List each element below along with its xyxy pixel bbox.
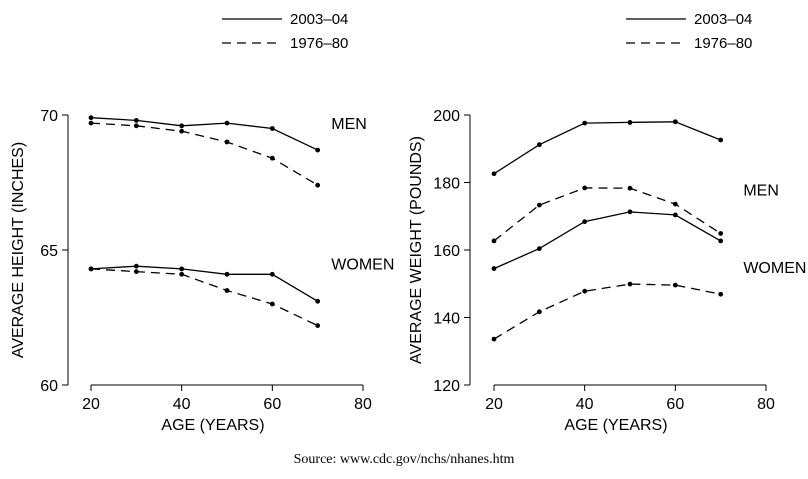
annotation-women: WOMEN bbox=[743, 260, 806, 277]
data-point-men-dashed bbox=[315, 182, 321, 188]
legend-label-dashed: 1976–80 bbox=[694, 35, 752, 52]
data-point-women-solid bbox=[491, 266, 497, 271]
data-point-men-solid bbox=[491, 171, 497, 177]
annotation-women: WOMEN bbox=[331, 257, 394, 274]
data-point-women-dashed bbox=[179, 271, 185, 277]
source-caption: Source: www.cdc.gov/nchs/nhanes.htm bbox=[293, 452, 515, 467]
data-point-women-dashed bbox=[315, 323, 321, 328]
series-line-men-solid bbox=[493, 121, 721, 175]
y-axis-label: AVERAGE WEIGHT (POUNDS) bbox=[408, 136, 425, 364]
data-point-men-solid bbox=[269, 126, 275, 131]
data-point-men-solid bbox=[627, 120, 633, 125]
data-point-men-dashed bbox=[224, 139, 230, 145]
series-line-men-dashed bbox=[493, 187, 722, 242]
y-tick-label: 200 bbox=[433, 108, 460, 125]
data-point-women-solid bbox=[718, 238, 724, 244]
annotation-men: MEN bbox=[743, 182, 779, 199]
series-line-women-dashed bbox=[90, 268, 318, 327]
data-point-men-dashed bbox=[582, 185, 588, 191]
data-point-men-solid bbox=[536, 142, 542, 148]
series-line-women-solid bbox=[493, 211, 722, 270]
data-point-men-dashed bbox=[133, 123, 139, 129]
data-point-men-dashed bbox=[269, 155, 275, 161]
x-tick-label: 80 bbox=[757, 396, 775, 413]
legend-label-solid: 2003–04 bbox=[290, 11, 348, 28]
data-point-women-dashed bbox=[718, 291, 724, 297]
data-point-women-solid bbox=[224, 271, 230, 277]
data-point-men-dashed bbox=[672, 201, 678, 207]
x-tick-label: 80 bbox=[354, 396, 372, 413]
data-point-women-solid bbox=[133, 263, 139, 269]
data-point-men-solid bbox=[88, 115, 94, 121]
data-point-women-dashed bbox=[672, 282, 678, 288]
data-point-men-dashed bbox=[179, 128, 185, 134]
y-tick-label: 60 bbox=[40, 378, 58, 395]
data-point-women-dashed bbox=[133, 269, 139, 274]
series-line-men-solid bbox=[90, 117, 318, 151]
data-point-men-solid bbox=[179, 123, 185, 129]
annotation-men: MEN bbox=[331, 116, 367, 133]
data-point-men-dashed bbox=[536, 202, 542, 208]
data-point-women-solid bbox=[672, 212, 678, 218]
data-point-women-solid bbox=[582, 219, 588, 225]
height-chart-panel: 2003–04 1976–80 60 65 70 20 40 60 80 AGE (YEARS) A… bbox=[10, 11, 394, 434]
y-tick-label: 160 bbox=[433, 243, 460, 260]
legend-label-solid: 2003–04 bbox=[694, 11, 752, 28]
data-point-women-dashed bbox=[224, 288, 230, 293]
x-tick-label: 40 bbox=[173, 396, 191, 413]
data-point-women-solid bbox=[179, 266, 185, 272]
data-point-women-dashed bbox=[536, 309, 542, 315]
data-point-women-dashed bbox=[491, 336, 497, 342]
data-point-women-dashed bbox=[88, 266, 94, 272]
data-point-men-dashed bbox=[718, 231, 724, 236]
data-point-men-dashed bbox=[627, 185, 633, 191]
data-point-men-solid bbox=[672, 119, 678, 125]
y-tick-label: 70 bbox=[40, 108, 58, 125]
x-tick-label: 60 bbox=[666, 396, 684, 413]
data-point-women-solid bbox=[627, 209, 633, 215]
x-axis-label: AGE (YEARS) bbox=[564, 417, 667, 434]
y-tick-label: 180 bbox=[433, 176, 460, 193]
y-tick-label: 120 bbox=[433, 378, 460, 395]
data-point-women-solid bbox=[269, 271, 275, 277]
data-point-women-dashed bbox=[627, 281, 633, 287]
data-point-women-dashed bbox=[582, 288, 588, 294]
data-point-women-dashed bbox=[269, 301, 275, 307]
series-line-men-dashed bbox=[90, 122, 319, 186]
data-point-men-solid bbox=[718, 137, 724, 143]
data-point-men-solid bbox=[582, 120, 588, 126]
data-point-men-dashed bbox=[491, 238, 497, 244]
series-line-women-solid bbox=[90, 265, 319, 302]
x-axis-label: AGE (YEARS) bbox=[161, 417, 264, 434]
data-point-women-solid bbox=[315, 298, 321, 304]
series-line-women-dashed bbox=[493, 283, 721, 340]
data-point-men-solid bbox=[224, 120, 230, 126]
data-point-men-dashed bbox=[88, 120, 94, 126]
x-tick-label: 40 bbox=[576, 396, 594, 413]
y-axis-label: AVERAGE HEIGHT (INCHES) bbox=[10, 142, 27, 358]
x-tick-label: 20 bbox=[485, 396, 503, 413]
y-tick-label: 65 bbox=[40, 243, 58, 260]
data-point-men-solid bbox=[315, 147, 321, 153]
data-point-women-solid bbox=[536, 246, 542, 252]
data-point-men-solid bbox=[133, 118, 139, 123]
y-tick-label: 140 bbox=[433, 311, 460, 328]
legend-label-dashed: 1976–80 bbox=[290, 35, 348, 52]
x-tick-label: 60 bbox=[263, 396, 281, 413]
x-tick-label: 20 bbox=[82, 396, 100, 413]
weight-chart-panel: 2003–04 1976–80 120 140 160 180 200 20 40 60 80 AGE… bbox=[408, 11, 806, 434]
